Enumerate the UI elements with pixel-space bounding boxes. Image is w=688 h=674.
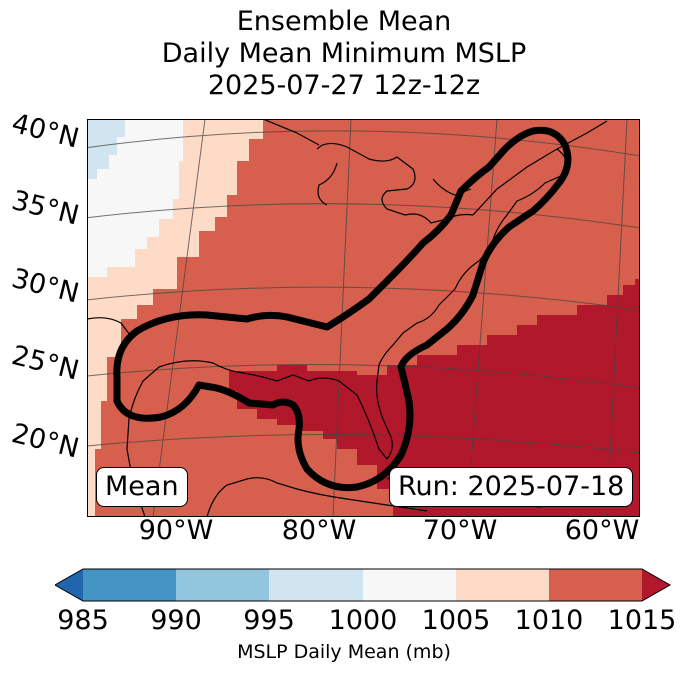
- colorbar-segment-985-990: [83, 569, 176, 601]
- map-panel: [87, 119, 640, 517]
- lat-label-35: 35°N: [8, 185, 83, 232]
- longitude-line-60: [606, 119, 628, 517]
- run-date-badge: Run: 2025-07-18: [389, 467, 634, 507]
- colorbar-tick: 1015: [607, 605, 677, 636]
- title-line-2: Daily Mean Minimum MSLP: [161, 38, 527, 69]
- lat-label-25: 25°N: [8, 340, 83, 387]
- latitude-line-30: [87, 286, 640, 311]
- colorbar-segment-995-1000: [269, 569, 363, 601]
- colorbar-segment-990-995: [176, 569, 269, 601]
- mean-badge: Mean: [96, 467, 188, 507]
- title-line-3: 2025-07-27 12z-12z: [207, 70, 481, 101]
- pressure-field-995-1000: [87, 119, 125, 179]
- colorbar: [55, 568, 671, 602]
- title-line-1: Ensemble Mean: [236, 6, 452, 37]
- atlantic-coastline: [376, 148, 568, 460]
- colorbar-outline: [55, 568, 671, 602]
- latitude-line-20: [87, 434, 640, 454]
- lat-label-40: 40°N: [8, 108, 83, 155]
- lon-label-70w: 70°W: [422, 515, 498, 546]
- colorbar-extend-low: [55, 569, 83, 601]
- colorbar-segment-1005-1010: [456, 569, 549, 601]
- colorbar-extend-high: [642, 569, 670, 601]
- colorbar-segment-1010-1015: [549, 569, 642, 601]
- pressure-field-above-1015: [229, 279, 640, 517]
- longitude-line-70: [466, 119, 498, 517]
- lat-label-20: 20°N: [8, 418, 83, 465]
- map-canvas: [87, 119, 640, 517]
- colorbar-tick: 1010: [514, 605, 584, 636]
- colorbar-tick: 985: [57, 605, 109, 636]
- colorbar-tick: 1005: [421, 605, 491, 636]
- lon-label-80w: 80°W: [281, 515, 357, 546]
- colorbar-tick: 995: [243, 605, 295, 636]
- lon-label-60w: 60°W: [564, 515, 640, 546]
- mexico-coastline: [87, 317, 428, 517]
- great-lakes-outline: [316, 142, 474, 224]
- colorbar-segment-1000-1005: [363, 569, 456, 601]
- colorbar-tick: 1000: [328, 605, 398, 636]
- lat-label-30: 30°N: [8, 263, 83, 310]
- ensemble-contour-outline: [113, 126, 572, 492]
- latitude-line-35: [87, 203, 640, 229]
- lon-label-90w: 90°W: [138, 515, 214, 546]
- pressure-field-1000-1005: [87, 119, 183, 277]
- colorbar-label: MSLP Daily Mean (mb): [237, 641, 451, 663]
- colorbar-tick: 990: [150, 605, 202, 636]
- us-canada-border: [262, 119, 608, 216]
- gulf-coastline: [126, 360, 388, 517]
- map-frame: [87, 119, 640, 517]
